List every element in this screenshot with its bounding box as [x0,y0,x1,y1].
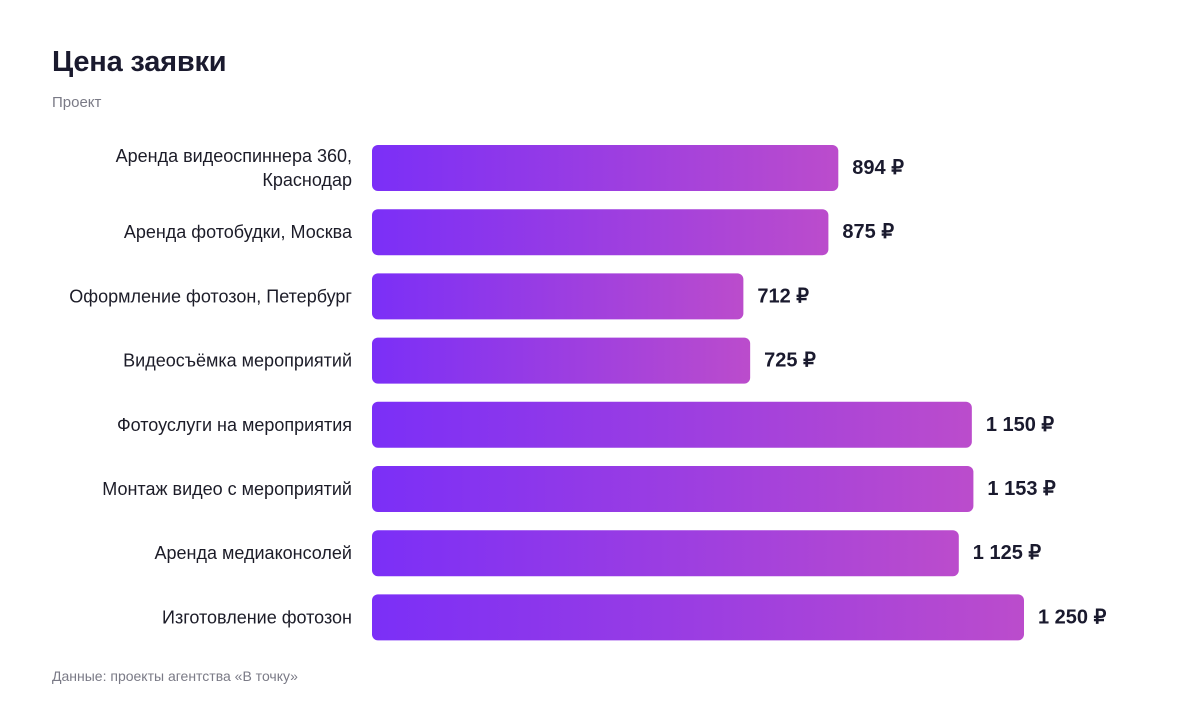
value-label: 712 ₽ [757,285,809,307]
value-label: 1 125 ₽ [973,542,1042,564]
category-label: Фотоуслуги на мероприятия [117,415,352,435]
bar [372,337,751,384]
value-label: 1 150 ₽ [986,414,1055,436]
category-label: Краснодар [262,170,352,190]
bar [372,145,839,191]
value-label: 1 153 ₽ [987,478,1056,500]
chart-subtitle: Проект [52,94,102,111]
bar [372,273,744,320]
category-label: Аренда медиаконсолей [155,543,352,563]
value-label: 1 250 ₽ [1038,606,1107,628]
category-label: Видеосъёмка мероприятий [123,351,352,371]
value-label: 875 ₽ [842,221,894,243]
bar [372,594,1024,641]
category-label: Аренда видеоспиннера 360, [116,146,352,166]
source-note: Данные: проекты агентства «В точку» [52,668,298,684]
value-label: 725 ₽ [764,350,816,372]
bar [372,466,974,512]
bar [372,209,829,256]
bar [372,401,972,448]
bar [372,530,959,577]
chart-title: Цена заявки [52,46,227,78]
value-label: 894 ₽ [852,157,904,179]
category-label: Монтаж видео с мероприятий [102,479,352,499]
category-label: Оформление фотозон, Петербург [69,286,352,306]
category-label: Аренда фотобудки, Москва [124,222,353,242]
category-label: Изготовление фотозон [162,607,352,627]
